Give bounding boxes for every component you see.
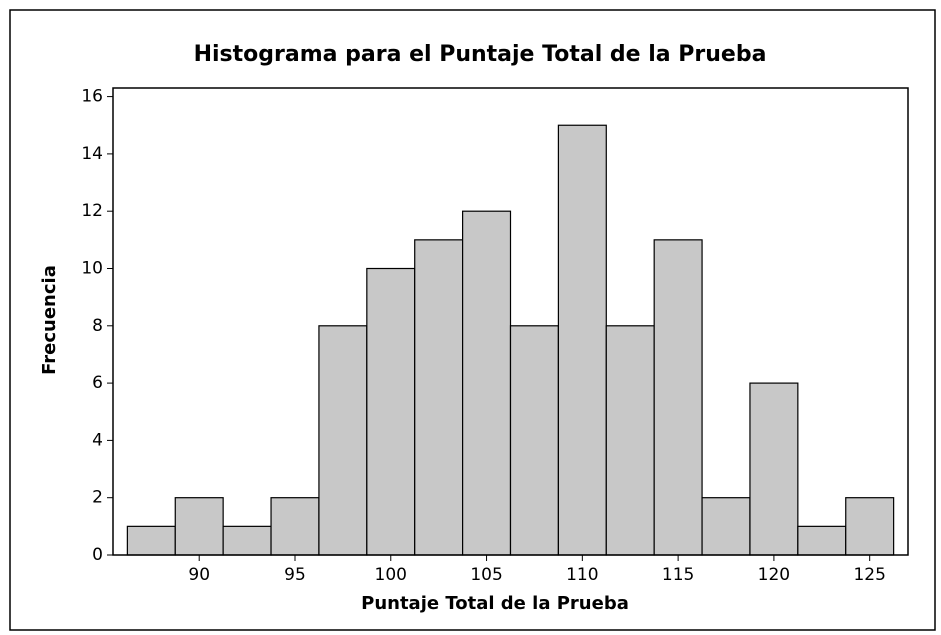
x-tick-label: 120 — [758, 565, 790, 585]
y-tick-label: 12 — [81, 201, 103, 221]
bar — [605, 325, 655, 556]
chart-title: Histograma para el Puntaje Total de la P… — [194, 42, 767, 67]
bar — [509, 325, 559, 556]
bar — [174, 497, 224, 556]
x-tick-label: 125 — [853, 565, 885, 585]
bar — [126, 525, 176, 556]
bar — [318, 325, 368, 556]
bar — [222, 525, 272, 556]
y-tick-label: 10 — [81, 258, 103, 278]
bar — [557, 124, 607, 556]
y-tick-label: 16 — [81, 87, 103, 107]
y-tick-label: 14 — [81, 144, 103, 164]
x-tick-label: 105 — [470, 565, 502, 585]
x-tick-label: 115 — [662, 565, 694, 585]
y-tick-label: 2 — [92, 488, 103, 508]
bar — [462, 210, 512, 556]
y-tick-label: 6 — [92, 373, 103, 393]
bar — [366, 267, 416, 556]
bar — [270, 497, 320, 556]
y-tick-label: 4 — [92, 430, 103, 450]
x-tick-label: 110 — [566, 565, 598, 585]
bar — [701, 497, 751, 556]
bar — [653, 239, 703, 556]
outer-frame — [9, 9, 936, 631]
x-tick-label: 100 — [375, 565, 407, 585]
x-axis-label: Puntaje Total de la Prueba — [361, 593, 629, 614]
x-tick-label: 90 — [188, 565, 210, 585]
y-tick-label: 0 — [92, 545, 103, 565]
x-tick-label: 95 — [284, 565, 306, 585]
y-axis-label: Frecuencia — [39, 265, 60, 375]
bar — [845, 497, 895, 556]
plot-frame — [112, 87, 909, 556]
y-tick-label: 8 — [92, 316, 103, 336]
bar — [414, 239, 464, 556]
bar — [797, 525, 847, 556]
bar — [749, 382, 799, 556]
